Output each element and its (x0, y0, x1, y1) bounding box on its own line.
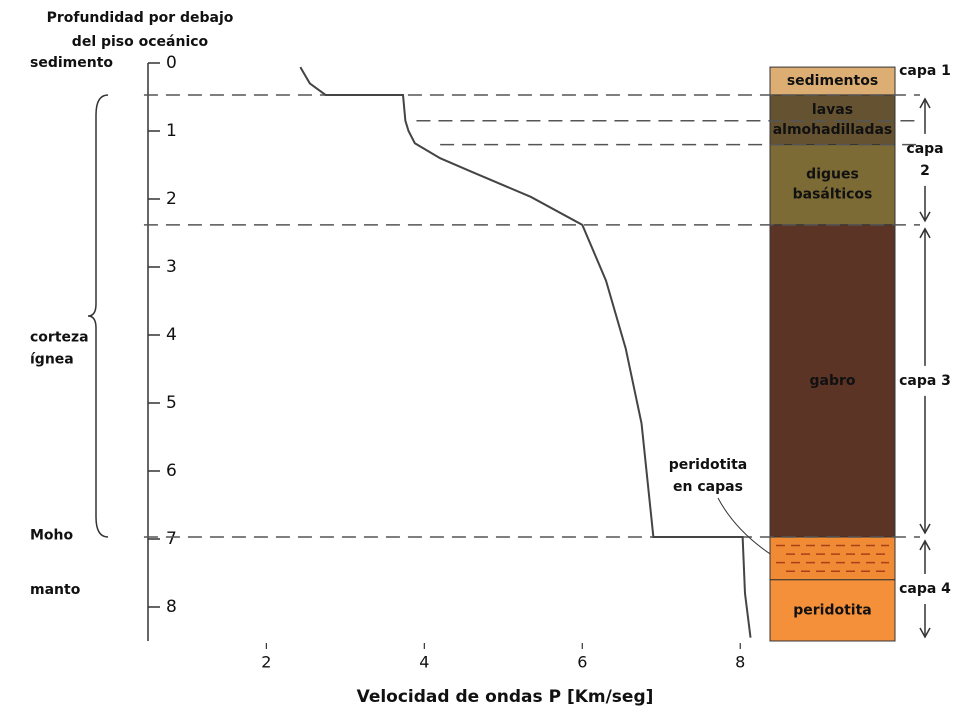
y-tick-label: 3 (166, 257, 177, 277)
left-label-line: ígnea (30, 352, 74, 368)
x-axis-label: Velocidad de ondas P [Km/seg] (357, 687, 654, 707)
layer-label-line: almohadilladas (773, 122, 893, 138)
y-tick-label: 4 (166, 325, 177, 345)
left-label: sedimento (30, 55, 113, 71)
y-tick-label: 0 (166, 53, 177, 73)
unit-label: capa 1 (899, 63, 951, 79)
layer-label-line: gabro (809, 373, 855, 389)
y-tick-label: 7 (166, 529, 177, 549)
unit-label-line: 2 (920, 163, 930, 179)
layer-label: sedimentos (787, 73, 878, 89)
layer-label-line: lavas (812, 102, 853, 118)
unit-label: capa 3 (899, 373, 951, 389)
x-tick-label: 4 (419, 653, 429, 672)
unit-label-line: capa (906, 141, 943, 157)
x-tick-label: 2 (261, 653, 271, 672)
left-label-line: sedimento (30, 55, 113, 71)
annotation-line: en capas (673, 479, 743, 495)
x-tick-label: 6 (577, 653, 587, 672)
title-line: Profundidad por debajo (47, 10, 234, 26)
chart: Velocidad de ondas P [Km/seg] Profundida… (0, 0, 980, 713)
left-label-line: Moho (30, 528, 74, 544)
title-line: del piso oceánico (72, 34, 209, 50)
left-label: manto (30, 582, 81, 598)
y-tick-label: 1 (166, 121, 177, 141)
left-label-line: corteza (30, 330, 89, 346)
layer-label-line: sedimentos (787, 73, 878, 89)
y-tick-label: 2 (166, 189, 177, 209)
unit-label: capa 4 (899, 581, 951, 597)
left-label: Moho (30, 528, 74, 544)
layer-label-line: digues (806, 167, 859, 183)
layer-label: peridotita (793, 602, 872, 618)
y-tick-label: 6 (166, 461, 177, 481)
unit-label-line: capa 4 (899, 581, 951, 597)
unit-label-line: capa 1 (899, 63, 951, 79)
column-layer (770, 537, 895, 580)
x-tick-label: 8 (735, 653, 745, 672)
annotation-line: peridotita (669, 457, 748, 473)
layer-label-line: basálticos (793, 187, 873, 203)
column-layer (770, 145, 895, 225)
y-tick-label: 5 (166, 393, 177, 413)
left-label-line: manto (30, 582, 81, 598)
y-tick-label: 8 (166, 597, 177, 617)
layer-label-line: peridotita (793, 602, 872, 618)
layer-label: gabro (809, 373, 855, 389)
unit-label-line: capa 3 (899, 373, 951, 389)
